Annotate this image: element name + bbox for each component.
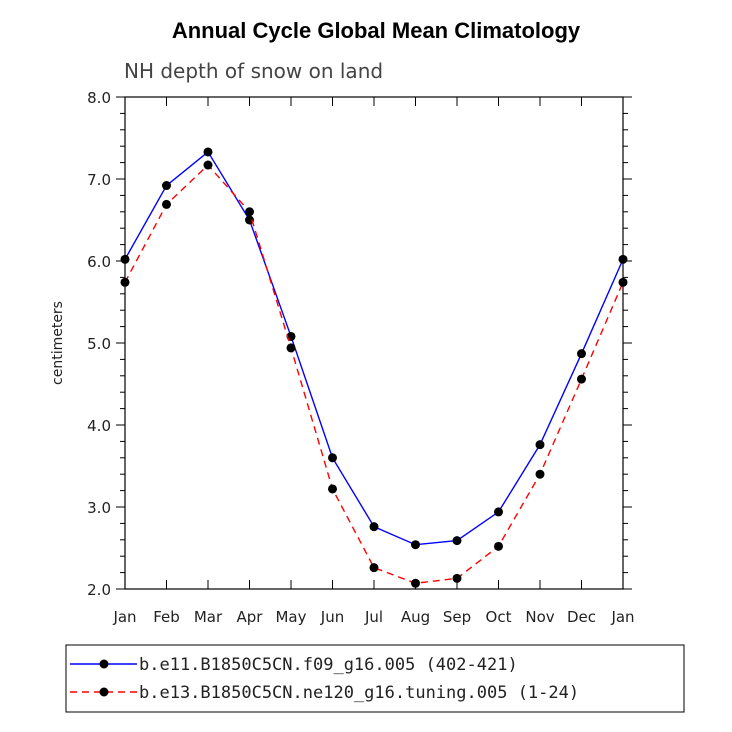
x-tick-label: Jul bbox=[364, 608, 383, 626]
legend-box bbox=[65, 644, 685, 713]
data-point bbox=[494, 541, 503, 551]
x-tick-label: May bbox=[275, 608, 306, 626]
data-point bbox=[411, 578, 420, 588]
y-tick-label: 6.0 bbox=[87, 253, 111, 271]
series-line bbox=[124, 164, 624, 584]
x-tick-label: Feb bbox=[153, 608, 180, 626]
plot-frame bbox=[124, 96, 624, 590]
legend: b.e11.B1850C5CN.f09_g16.005 (402-421) b.e… bbox=[65, 644, 685, 713]
data-point bbox=[245, 207, 254, 217]
data-point bbox=[618, 254, 628, 264]
legend-item-1: b.e11.B1850C5CN.f09_g16.005 (402-421) bbox=[70, 655, 518, 675]
data-point bbox=[577, 374, 586, 384]
data-point bbox=[203, 147, 213, 157]
x-tick-label: Jan bbox=[112, 608, 136, 626]
y-axis-label: centimeters bbox=[50, 301, 66, 385]
series-1 bbox=[120, 147, 628, 550]
y-tick-label: 4.0 bbox=[87, 417, 111, 435]
legend-item-2: b.e13.B1850C5CN.ne120_g16.tuning.005 (1-… bbox=[70, 683, 579, 703]
legend-swatch-marker bbox=[99, 687, 109, 697]
data-point bbox=[452, 536, 462, 546]
data-point bbox=[369, 563, 379, 573]
data-point bbox=[535, 440, 545, 450]
x-tick-label: Oct bbox=[486, 608, 512, 626]
chart-subtitle: NH depth of snow on land bbox=[124, 59, 383, 83]
data-point bbox=[452, 573, 462, 583]
x-tick-label: Nov bbox=[525, 608, 554, 626]
x-tick-label: Sep bbox=[443, 608, 471, 626]
data-point bbox=[203, 160, 213, 170]
y-tick-label: 3.0 bbox=[87, 499, 111, 517]
legend-items: b.e11.B1850C5CN.f09_g16.005 (402-421) b.e… bbox=[70, 655, 579, 703]
y-tick-label: 7.0 bbox=[87, 171, 111, 189]
data-point bbox=[494, 507, 503, 517]
data-point bbox=[286, 343, 296, 353]
x-tick-label: Jan bbox=[610, 608, 634, 626]
series-layer bbox=[120, 147, 628, 588]
legend-swatch-marker bbox=[99, 659, 109, 669]
y-tick-label: 2.0 bbox=[87, 581, 111, 599]
data-point bbox=[369, 522, 379, 532]
series-2 bbox=[120, 160, 628, 588]
data-point bbox=[328, 453, 337, 463]
data-point bbox=[535, 469, 545, 479]
y-tick-label: 8.0 bbox=[87, 89, 111, 107]
data-point bbox=[618, 277, 628, 287]
data-point bbox=[577, 349, 586, 359]
data-point bbox=[120, 254, 130, 264]
x-tick-label: Aug bbox=[401, 608, 430, 626]
data-point bbox=[120, 277, 130, 287]
data-point bbox=[328, 484, 337, 494]
legend-label: b.e11.B1850C5CN.f09_g16.005 (402-421) bbox=[139, 655, 518, 675]
y-tick-label: 5.0 bbox=[87, 335, 111, 353]
x-tick-label: Mar bbox=[194, 608, 223, 626]
x-tick-label: Dec bbox=[567, 608, 596, 626]
legend-label: b.e13.B1850C5CN.ne120_g16.tuning.005 (1-… bbox=[139, 683, 579, 703]
data-point bbox=[411, 540, 420, 550]
x-tick-label: Apr bbox=[237, 608, 264, 626]
axis-ticks: Jan Feb Mar Apr May Jun Jul Aug Sep Oct Nov Dec Jan2… bbox=[87, 89, 634, 626]
data-point bbox=[162, 181, 171, 191]
data-point bbox=[162, 199, 171, 209]
x-tick-label: Jun bbox=[320, 608, 344, 626]
data-point bbox=[245, 215, 254, 225]
series-line bbox=[124, 150, 624, 546]
chart-title: Annual Cycle Global Mean Climatology bbox=[172, 18, 581, 43]
